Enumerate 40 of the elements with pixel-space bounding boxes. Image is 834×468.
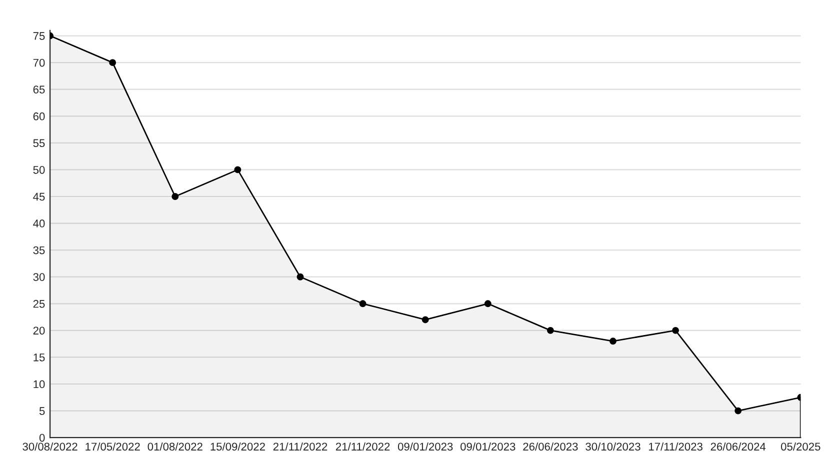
y-tick-label: 65 [33,86,45,94]
x-tick-label: 26/06/2023 [523,442,578,451]
point [422,316,429,324]
y-tick-label: 15 [34,354,45,362]
y-tick-label: 20 [33,326,45,335]
x-tick-label: 30/08/2022 [22,442,78,451]
x-tick-label: 26/06/2024 [710,442,766,451]
y-tick-label: 30 [33,273,45,281]
x-tick-label: 05/2025 [780,442,820,451]
point [672,326,680,334]
point [172,193,179,200]
y-tick-label: 35 [33,246,45,254]
y-tick-label: 55 [33,139,45,148]
point [610,338,616,345]
y-tick-label: 75 [33,32,45,40]
x-tick-label: 30/10/2023 [586,442,640,451]
x-tick-label: 09/01/2023 [460,442,516,451]
y-tick-label: 60 [33,112,45,120]
y-tick-label: 5 [39,407,45,415]
point [359,300,366,308]
x-tick-label: 01/08/2022 [148,442,202,451]
point [546,326,554,334]
x-tick-label: 17/05/2022 [86,442,140,451]
y-tick-label: 25 [33,300,45,308]
y-tick-label: 10 [34,380,45,388]
y-tick-label: 0 [39,434,45,442]
point [109,59,116,66]
point [234,166,242,174]
x-tick-label: 15/09/2022 [210,442,265,451]
y-tick-label: 70 [33,58,45,67]
x-tick-label: 21/11/2022 [273,442,328,451]
point [484,300,492,308]
y-tick-label: 40 [33,220,45,228]
y-tick-label: 45 [33,192,45,201]
point [734,407,742,414]
x-tick-label: 21/11/2022 [336,442,390,451]
point [296,273,304,280]
x-tick-label: 17/11/2023 [648,442,702,451]
y-tick-label: 50 [33,166,45,174]
x-tick-label: 09/01/2023 [398,442,453,451]
